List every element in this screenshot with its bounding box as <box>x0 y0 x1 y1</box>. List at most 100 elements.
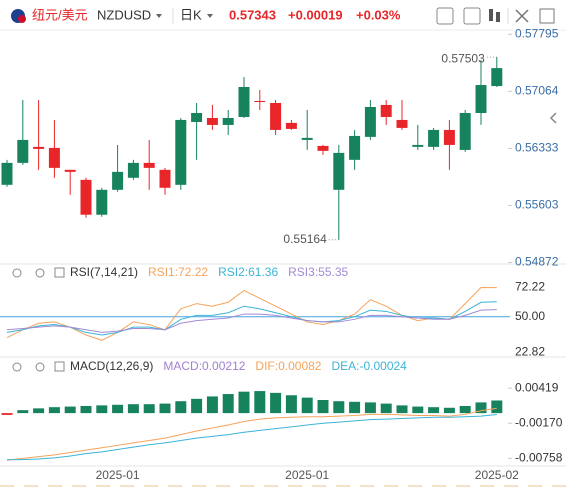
candle-body <box>175 119 187 185</box>
y-tick-label: 0.54872 <box>515 255 559 269</box>
x-tick-label: 2025-02 <box>475 468 519 482</box>
x-tick-label: 2025-01 <box>96 468 140 482</box>
macd-bar <box>349 401 361 414</box>
y-tick-label: 50.00 <box>515 309 545 323</box>
candle-body <box>396 119 408 128</box>
change: +0.00019 <box>288 7 343 22</box>
macd-bar <box>428 407 440 414</box>
macd-bar <box>364 402 376 414</box>
candle-body <box>1 162 13 185</box>
change-pct: +0.03% <box>356 7 401 22</box>
macd-bar <box>222 394 234 414</box>
y-tick-label: 0.57795 <box>515 26 559 40</box>
macd-bar <box>285 395 297 414</box>
scroll-arrow[interactable] <box>549 112 557 124</box>
settings-icon[interactable] <box>35 362 45 372</box>
candle-body <box>428 129 440 147</box>
candle-body <box>349 135 361 160</box>
eye-icon[interactable] <box>12 268 22 278</box>
macd-bar <box>317 400 329 414</box>
macd-line <box>6 407 497 461</box>
pair-name[interactable]: 纽元/美元 <box>32 7 88 22</box>
candle-body <box>191 112 203 122</box>
candle-body <box>317 145 329 151</box>
macd-bar <box>48 407 60 414</box>
dropdown-icon[interactable] <box>156 14 162 18</box>
period[interactable]: 日K <box>180 7 202 22</box>
macd-bar <box>112 404 124 414</box>
candle-body <box>159 169 171 188</box>
candle-body <box>270 102 282 130</box>
candle-icon[interactable] <box>496 12 500 22</box>
flag-icon <box>18 15 26 23</box>
candle-body <box>285 122 297 129</box>
toolbar: 纽元/美元 NZDUSD 日K 0.57343 +0.00019 +0.03% <box>0 7 566 31</box>
candle-body <box>48 147 60 168</box>
y-tick-label: 0.55603 <box>515 198 559 212</box>
symbol[interactable]: NZDUSD <box>97 7 151 22</box>
macd-bar <box>206 396 218 414</box>
eye-icon[interactable] <box>12 362 22 372</box>
candle-icon[interactable] <box>489 9 493 21</box>
candle-body <box>380 104 392 117</box>
macd-bar <box>301 397 313 414</box>
candle-body <box>364 106 376 137</box>
legend-entry: DIF:0.00082 <box>255 359 321 373</box>
macd-bar <box>475 402 487 414</box>
candle-body <box>475 85 487 113</box>
macd-bar <box>96 405 108 414</box>
macd-bar <box>17 410 29 414</box>
macd-bar <box>127 404 139 414</box>
macd-line <box>7 414 497 461</box>
candle-body <box>459 112 471 150</box>
macd-bar <box>64 406 76 414</box>
macd-bar <box>80 405 92 414</box>
collapse-icon[interactable] <box>515 9 529 23</box>
draw-icon[interactable] <box>463 7 481 25</box>
fullscreen-icon[interactable] <box>539 8 555 24</box>
candle-body <box>96 189 108 215</box>
candle-body <box>238 86 250 117</box>
price: 0.57343 <box>229 7 276 22</box>
macd-bar <box>396 405 408 414</box>
candle-body <box>412 144 424 147</box>
macd-bar <box>238 391 250 414</box>
candle-body <box>33 146 45 149</box>
x-tick-label: 2025-01 <box>285 468 329 482</box>
candle-body <box>143 162 155 168</box>
high-annotation: 0.57503 <box>441 51 485 65</box>
settings-icon[interactable] <box>35 268 45 278</box>
legend-entry: MACD:0.00212 <box>163 359 245 373</box>
panel-icon[interactable] <box>54 361 65 372</box>
macd-bar <box>270 392 282 414</box>
panel-icon[interactable] <box>54 267 65 278</box>
macd-bar <box>175 401 187 414</box>
candle-body <box>301 137 313 140</box>
y-tick-label: 0.00419 <box>515 380 559 394</box>
rsi-line <box>6 309 497 333</box>
macd-bar <box>33 408 45 414</box>
candle-body <box>17 139 29 163</box>
panel-title: RSI(7,14,21) <box>70 265 138 279</box>
dropdown-icon[interactable] <box>207 14 213 18</box>
y-tick-label: 22.82 <box>515 344 545 358</box>
macd-bar <box>333 401 345 414</box>
candle-body <box>64 169 76 172</box>
rsi-line <box>6 286 497 341</box>
indicator-icon[interactable] <box>436 7 454 25</box>
candle-body <box>443 129 455 145</box>
legend-entry: RSI1:72.22 <box>148 265 208 279</box>
y-tick-label: 72.22 <box>515 280 545 294</box>
candle-body <box>206 117 218 125</box>
y-tick-label: 0.57064 <box>515 84 559 98</box>
candle-body <box>222 117 234 125</box>
legend-entry: RSI3:55.35 <box>288 265 348 279</box>
candle-body <box>80 179 92 215</box>
macd-bar <box>143 404 155 414</box>
macd-bar <box>459 405 471 414</box>
y-tick-label: -0.00758 <box>515 450 563 464</box>
macd-bar <box>254 391 266 414</box>
candle-body <box>333 152 345 190</box>
